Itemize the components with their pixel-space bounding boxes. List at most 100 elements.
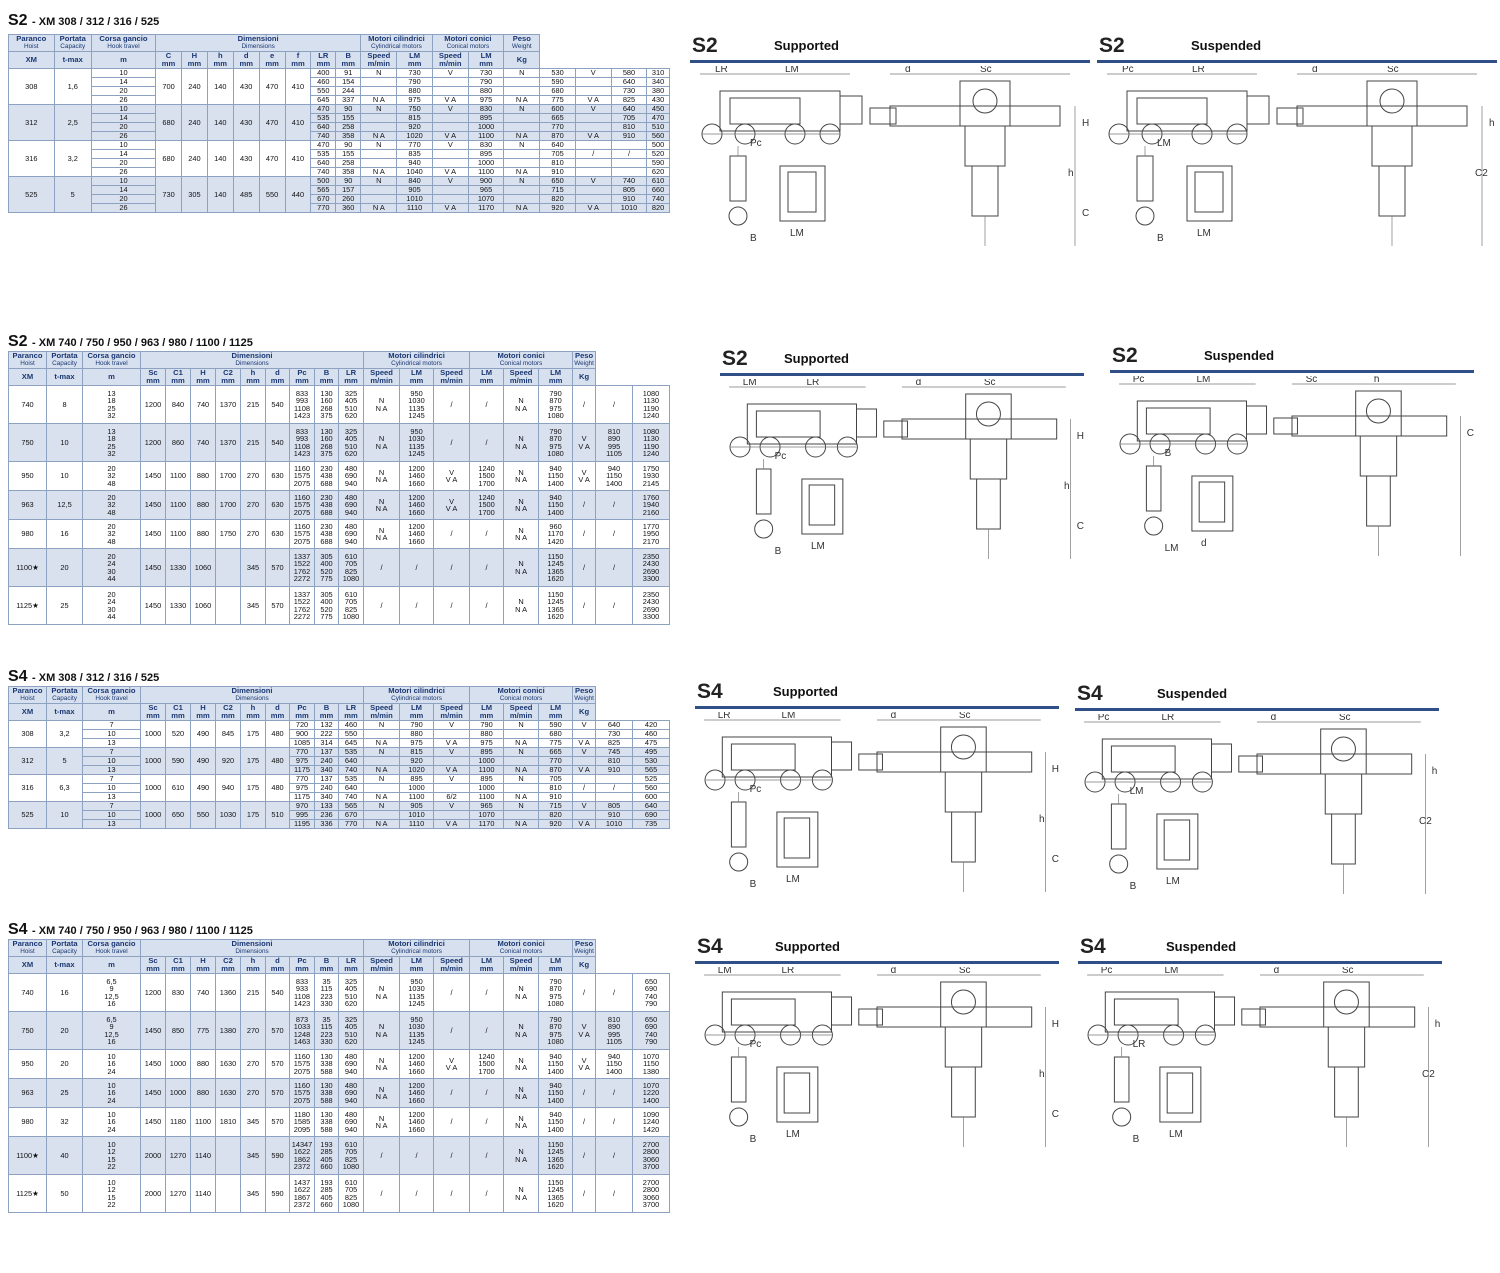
hoist-cell: 312 (8, 104, 55, 141)
table-cell: V A (433, 765, 471, 775)
table-cell: 500 (310, 176, 337, 186)
table-cell: 1450 (140, 1078, 166, 1108)
table-header-cell: XM (8, 956, 47, 974)
table-cell: / (469, 1107, 505, 1137)
table-cell: 6,5 9 12,5 16 (82, 1011, 141, 1050)
table-cell: 530 (632, 756, 670, 766)
hoist-drawing: Pc LM LR B LM d Sc h C2 (1087, 967, 1440, 1147)
diagram-label: S2 (1099, 34, 1125, 57)
table-header-cell: Speed m/min (433, 368, 471, 386)
table-cell: 910 (538, 792, 574, 802)
table-cell: 525 (632, 774, 670, 784)
table-cell: 905 (399, 801, 435, 811)
dimension-label: Pc (750, 1039, 762, 1050)
table-cell: 1450 (140, 1107, 166, 1137)
dimension-label: C1 (1082, 208, 1090, 219)
table-cell: 8 (46, 385, 83, 424)
col-weight: Peso Weight (572, 939, 597, 957)
table-cell: 920 (215, 747, 241, 775)
dimension-label: d (891, 712, 897, 721)
table-row: 26 740 358 N A 1040 V A 1100 N A 910 620 (9, 167, 670, 177)
table-cell: 1200 1460 1660 (399, 1078, 435, 1108)
table-cell: N (360, 140, 398, 150)
table-cell: 2000 (140, 1136, 166, 1175)
col-capacity: Portata Capacity (46, 351, 83, 369)
table-cell (574, 122, 612, 132)
table-cell: 10 12 15 22 (82, 1174, 141, 1213)
table-cell (433, 729, 471, 739)
table-cell: 940 1150 1400 (538, 1107, 574, 1137)
table-row: 13 1085 314 645 N A 975 V A 975 N A 775 V A 825 475 (9, 738, 670, 748)
table-cell: 14 (90, 185, 157, 195)
table-row: 950 10 20 32 48 1450 1100 880 1700 270 630 1160 1575… (8, 461, 670, 491)
table-cell: 345 (240, 586, 266, 625)
table-cell: 910 (595, 810, 634, 820)
dimension-label: LM (1169, 1129, 1183, 1140)
table-cell: / (469, 586, 505, 625)
table-cell: 565 (337, 801, 365, 811)
table-row: 750 20 6,5 9 12,5 16 1450 850 775 1380 270 570 873 10… (8, 1011, 670, 1050)
table-cell: 337 (335, 95, 362, 105)
table-cell: 645 (310, 95, 337, 105)
table-cell: 140 (206, 104, 234, 141)
table-cell: 215 (240, 385, 266, 424)
table-cell: 705 (538, 774, 574, 784)
table-cell: 470 (310, 140, 337, 150)
table-cell (360, 122, 398, 132)
table-cell: 600 (539, 104, 576, 114)
table-cell: V (433, 747, 471, 757)
table-row: 1100★ 40 10 12 15 22 2000 1270 1140 345 590 14347 16… (8, 1136, 670, 1175)
table-header-cell: t-max (46, 368, 83, 386)
table-cell: 230 438 688 (314, 490, 339, 520)
spec-table: Paranco Hoist Portata Capacity Corsa gancio H… (8, 34, 670, 213)
table-cell (503, 77, 541, 87)
table-cell: 1000 (140, 720, 166, 748)
table-cell: 10 (46, 423, 83, 462)
table-cell: 480 690 940 (337, 461, 365, 491)
section-title: S4 - XM 740 / 750 / 950 / 963 / 980 / 11… (8, 921, 253, 938)
table-cell: / (433, 1174, 471, 1213)
hoist-drawing: LR LM Pc B LM d Sc Hh C1 (704, 712, 1059, 892)
table-cell: 308 (8, 720, 47, 748)
table-cell: / (433, 423, 471, 462)
dimension-label: H (1082, 118, 1089, 129)
table-cell: 480 (265, 720, 290, 748)
hoist-drawing: Pc LR LM B LM d Sc h C2 (1107, 66, 1495, 246)
table-cell: 20 32 48 (82, 490, 141, 520)
table-cell: 1750 1930 2145 (632, 461, 670, 491)
table-cell: 610 705 825 1080 (337, 548, 365, 587)
table-cell: 950 (8, 1049, 47, 1079)
table-cell: 26 (90, 95, 157, 105)
table-cell: 90 (335, 104, 362, 114)
table-cell: 1270 (165, 1174, 191, 1213)
table-cell: 1000 (469, 783, 505, 793)
table-cell: 790 870 975 1080 (538, 1011, 574, 1050)
table-cell: 1700 (215, 490, 241, 520)
table-cell: 1380 (215, 1011, 241, 1050)
table-cell: 1330 (165, 548, 191, 587)
dimension-label: C1 (1052, 854, 1059, 865)
col-cyl-motors: Motori cilindrici Cylindrical motors (363, 939, 471, 957)
table-cell: 500 (646, 140, 670, 150)
table-cell: 10 16 24 (82, 1107, 141, 1137)
diagram-title: Suspended (1204, 348, 1275, 363)
table-cell: 1100 (469, 792, 505, 802)
table-cell: 345 (240, 1174, 266, 1213)
dimension-label: H (1052, 764, 1059, 775)
table-cell: V A (431, 167, 469, 177)
table-cell: 10 (82, 783, 141, 793)
table-cell: N (503, 104, 541, 114)
table-header-cell: XM (8, 703, 47, 721)
table-cell: 880 (190, 1049, 216, 1079)
table-cell: 850 (165, 1011, 191, 1050)
table-cell: 14 (90, 113, 157, 123)
table-cell: 430 (646, 95, 670, 105)
dimension-label: LR (715, 66, 728, 75)
table-cell: 222 (314, 729, 339, 739)
table-cell: 1010 (396, 194, 433, 204)
table-header-cell: LM mm (538, 368, 574, 386)
dimension-label: Sc (980, 66, 992, 75)
